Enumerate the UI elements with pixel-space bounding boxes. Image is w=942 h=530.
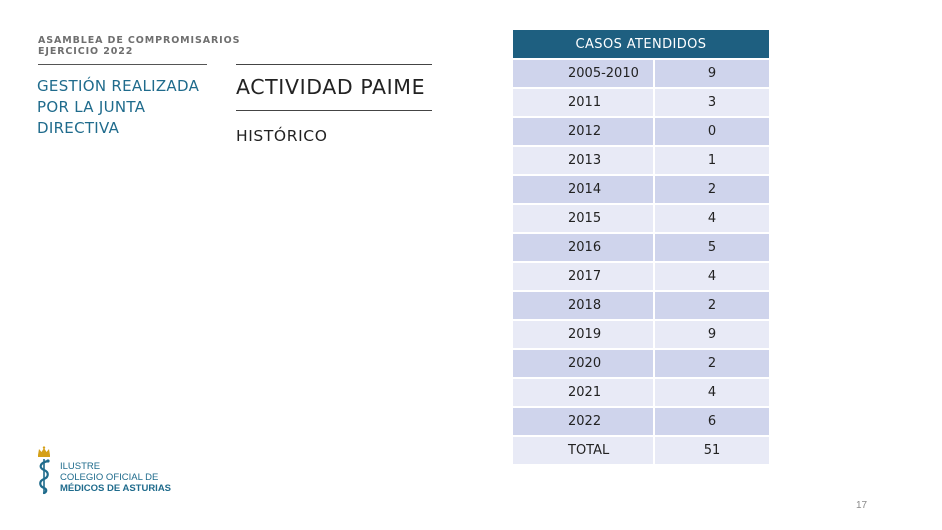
crown-serpent-staff-icon [38, 446, 50, 495]
table-row: 2016 5 [513, 234, 769, 263]
table-row: 2012 0 [513, 118, 769, 147]
count-cell: 2 [655, 176, 769, 203]
table-row: 2022 6 [513, 408, 769, 437]
count-cell: 9 [655, 321, 769, 348]
table-row: 2005-2010 9 [513, 60, 769, 89]
count-cell: 4 [655, 379, 769, 406]
year-cell: 2017 [513, 263, 655, 290]
section-title-line: GESTIÓN REALIZADA [37, 77, 200, 95]
year-cell: 2019 [513, 321, 655, 348]
section-title-line: POR LA JUNTA [37, 98, 146, 116]
year-cell: 2014 [513, 176, 655, 203]
table-row: 2021 4 [513, 379, 769, 408]
count-cell: 3 [655, 89, 769, 116]
section-title: GESTIÓN REALIZADA POR LA JUNTA DIRECTIVA [37, 76, 212, 139]
table-row: 2013 1 [513, 147, 769, 176]
count-cell: 2 [655, 292, 769, 319]
count-cell: 1 [655, 147, 769, 174]
year-cell: 2018 [513, 292, 655, 319]
year-cell: 2021 [513, 379, 655, 406]
table-row: 2014 2 [513, 176, 769, 205]
table-row: TOTAL 51 [513, 437, 769, 466]
section-title-line: DIRECTIVA [37, 119, 120, 137]
count-cell: 9 [655, 60, 769, 87]
year-cell: 2016 [513, 234, 655, 261]
divider [236, 64, 432, 65]
logo-text: ILUSTRE COLEGIO OFICIAL DE MÉDICOS DE AS… [60, 461, 171, 494]
year-cell: TOTAL [513, 437, 655, 464]
count-cell: 51 [655, 437, 769, 464]
year-cell: 2013 [513, 147, 655, 174]
year-cell: 2022 [513, 408, 655, 435]
year-cell: 2020 [513, 350, 655, 377]
year-cell: 2005-2010 [513, 60, 655, 87]
logo-text-line: ILUSTRE [60, 461, 101, 472]
count-cell: 4 [655, 263, 769, 290]
table-row: 2017 4 [513, 263, 769, 292]
table-row: 2015 4 [513, 205, 769, 234]
page-number: 17 [856, 500, 868, 511]
count-cell: 6 [655, 408, 769, 435]
eyebrow-line: ASAMBLEA DE COMPROMISARIOS [38, 35, 241, 46]
count-cell: 2 [655, 350, 769, 377]
divider [236, 110, 432, 111]
year-cell: 2015 [513, 205, 655, 232]
page-title: ACTIVIDAD PAIME [236, 75, 426, 99]
table-row: 2019 9 [513, 321, 769, 350]
logo-text-line: COLEGIO OFICIAL DE [60, 472, 159, 483]
organization-logo: ILUSTRE COLEGIO OFICIAL DE MÉDICOS DE AS… [36, 446, 196, 496]
count-cell: 4 [655, 205, 769, 232]
divider [38, 64, 207, 65]
year-cell: 2012 [513, 118, 655, 145]
cases-table: CASOS ATENDIDOS 2005-2010 9 2011 3 2012 0 2013… [513, 30, 769, 466]
logo-text-line: MÉDICOS DE ASTURIAS [60, 483, 172, 494]
count-cell: 0 [655, 118, 769, 145]
eyebrow-line: EJERCICIO 2022 [38, 46, 134, 57]
table-row: 2011 3 [513, 89, 769, 118]
eyebrow: ASAMBLEA DE COMPROMISARIOS EJERCICIO 202… [38, 35, 240, 57]
year-cell: 2011 [513, 89, 655, 116]
page-subtitle: HISTÓRICO [236, 127, 328, 145]
table-header: CASOS ATENDIDOS [513, 30, 769, 60]
table-row: 2018 2 [513, 292, 769, 321]
table-body: 2005-2010 9 2011 3 2012 0 2013 1 2014 2 2015 4 2016 5… [513, 60, 769, 466]
count-cell: 5 [655, 234, 769, 261]
table-row: 2020 2 [513, 350, 769, 379]
